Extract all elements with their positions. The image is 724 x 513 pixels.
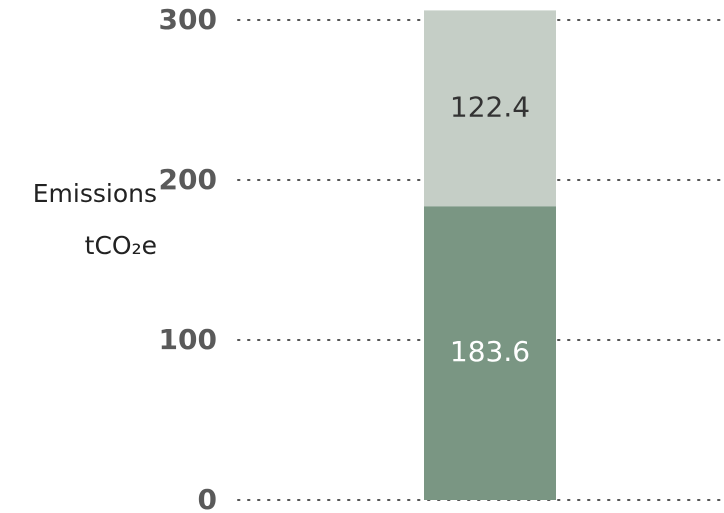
y-tick-label: 200 bbox=[159, 163, 217, 196]
bar-segment bbox=[424, 206, 556, 501]
y-tick-label: 0 bbox=[198, 483, 217, 513]
y-axis-label: Emissions tCO₂e bbox=[32, 179, 157, 260]
y-tick-label: 100 bbox=[159, 323, 217, 356]
bar-segment bbox=[424, 10, 556, 207]
y-tick-label: 300 bbox=[159, 3, 217, 36]
data-label: 122.4 bbox=[450, 90, 530, 123]
data-label: 183.6 bbox=[450, 335, 530, 368]
